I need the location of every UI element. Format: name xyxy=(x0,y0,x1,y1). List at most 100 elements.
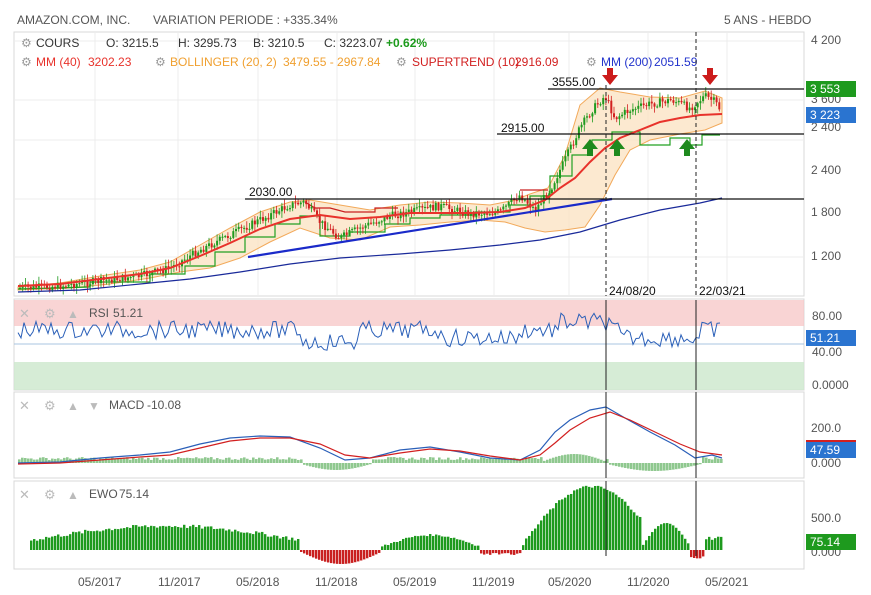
move-up-icon[interactable]: ▲ xyxy=(67,399,79,413)
support-level[interactable]: 2030.00 xyxy=(245,185,804,200)
ewo-bar xyxy=(396,542,399,550)
macd-bar xyxy=(336,463,339,470)
macd-bar xyxy=(129,459,132,463)
gear-icon[interactable]: ⚙ xyxy=(44,398,56,413)
ewo-histogram xyxy=(30,485,723,564)
ewo-bar xyxy=(492,550,495,554)
macd-signal xyxy=(17,411,723,465)
macd-bar xyxy=(201,458,204,463)
candle-body xyxy=(91,278,94,285)
macd-panel[interactable]: ✕ ⚙ ▲ ▼ MACD -10.08 xyxy=(13,391,805,479)
candle-body xyxy=(486,213,489,215)
macd-bar xyxy=(468,459,471,463)
ewo-bar xyxy=(519,550,522,554)
close-icon[interactable]: ✕ xyxy=(19,487,30,502)
ewo-bar xyxy=(369,550,372,558)
close-icon[interactable]: ✕ xyxy=(19,306,30,321)
ewo-bar xyxy=(321,550,324,561)
candle-body xyxy=(391,211,394,217)
candle-body xyxy=(386,216,389,219)
macd-bar xyxy=(414,459,417,463)
macd-bar xyxy=(588,455,591,463)
resistance-level[interactable]: 3555.00 xyxy=(548,75,804,90)
macd-bar xyxy=(555,456,558,463)
macd-bar xyxy=(714,457,717,463)
ewo-bar xyxy=(249,533,252,550)
gear-icon[interactable]: ⚙ xyxy=(396,55,407,69)
macd-bar xyxy=(507,459,510,463)
macd-bar xyxy=(582,454,585,463)
macd-bar xyxy=(297,459,300,463)
gear-icon[interactable]: ⚙ xyxy=(155,55,166,69)
close-icon[interactable]: ✕ xyxy=(19,398,30,413)
ewo-bar xyxy=(435,534,438,550)
candle-body xyxy=(364,225,367,229)
gear-icon[interactable]: ⚙ xyxy=(44,487,56,502)
ewo-bar xyxy=(444,536,447,550)
macd-bar xyxy=(51,458,54,463)
support-level[interactable]: 2915.00 xyxy=(497,121,804,135)
ewo-bar xyxy=(216,528,219,550)
legend-cours[interactable]: ⚙ COURS O: 3215.5 H: 3295.73 B: 3210.5 C… xyxy=(21,36,427,50)
ewo-bar xyxy=(636,515,639,550)
candle-body xyxy=(334,233,337,239)
macd-bar xyxy=(399,457,402,463)
candle-body xyxy=(275,210,278,214)
candle-body xyxy=(108,279,111,281)
macd-bar xyxy=(162,458,165,463)
macd-bar xyxy=(48,459,51,463)
gear-icon[interactable]: ⚙ xyxy=(21,55,32,69)
bollinger-label: BOLLINGER (20, 2) xyxy=(170,55,277,69)
candle-body xyxy=(677,100,680,103)
price-grid xyxy=(14,32,804,296)
candle-body xyxy=(475,212,478,218)
candle-body xyxy=(289,208,291,210)
move-up-icon[interactable]: ▲ xyxy=(67,307,79,321)
macd-bar xyxy=(198,458,201,463)
candle-body xyxy=(318,214,321,223)
ewo-bar xyxy=(531,531,534,550)
macd-bar xyxy=(408,458,411,463)
candle-body xyxy=(48,287,51,291)
gear-icon[interactable]: ⚙ xyxy=(21,36,32,50)
move-down-icon[interactable]: ▼ xyxy=(88,399,100,413)
gear-icon[interactable]: ⚙ xyxy=(586,55,597,69)
ewo-bar xyxy=(117,529,120,550)
candle-body xyxy=(129,277,132,279)
candle-body xyxy=(499,209,502,211)
candle-body xyxy=(56,282,59,289)
macd-bar xyxy=(549,458,552,463)
move-up-icon[interactable]: ▲ xyxy=(67,488,79,502)
macd-label: MACD xyxy=(109,398,145,412)
macd-bar xyxy=(18,459,21,463)
ewo-bar xyxy=(342,550,345,564)
ewo-panel[interactable]: ✕ ⚙ ▲ EWO 75.14 xyxy=(13,480,805,570)
macd-bar xyxy=(705,457,708,463)
candle-body xyxy=(586,116,588,118)
macd-bar xyxy=(402,457,405,463)
ewo-bar xyxy=(660,524,663,550)
macd-bar xyxy=(516,458,519,463)
ewo-bar xyxy=(399,540,402,550)
macd-bar xyxy=(447,457,450,463)
ewo-bar xyxy=(183,524,186,550)
macd-bar xyxy=(579,454,582,463)
macd-bar xyxy=(228,457,231,463)
candle-body xyxy=(553,183,556,190)
macd-bar xyxy=(498,459,501,463)
rsi-panel[interactable]: ✕ ⚙ ▲ RSI 51.21 xyxy=(13,298,805,391)
candle-body xyxy=(216,240,219,246)
candle-body xyxy=(197,252,200,257)
candle-body xyxy=(224,236,227,238)
legend-indicators[interactable]: ⚙ MM (40) 3202.23 ⚙ BOLLINGER (20, 2) 34… xyxy=(21,55,698,69)
candle-body xyxy=(291,202,294,209)
gear-icon[interactable]: ⚙ xyxy=(44,306,56,321)
candle-body xyxy=(280,206,283,212)
price-panel[interactable]: ⚙ COURS O: 3215.5 H: 3295.73 B: 3210.5 C… xyxy=(13,31,805,298)
ewo-bar xyxy=(447,536,450,550)
ewo-bar xyxy=(150,525,153,550)
down-arrow-icon xyxy=(702,68,718,85)
ewo-bar xyxy=(486,550,489,554)
candle-body xyxy=(340,235,343,239)
macd-bar xyxy=(141,457,144,463)
